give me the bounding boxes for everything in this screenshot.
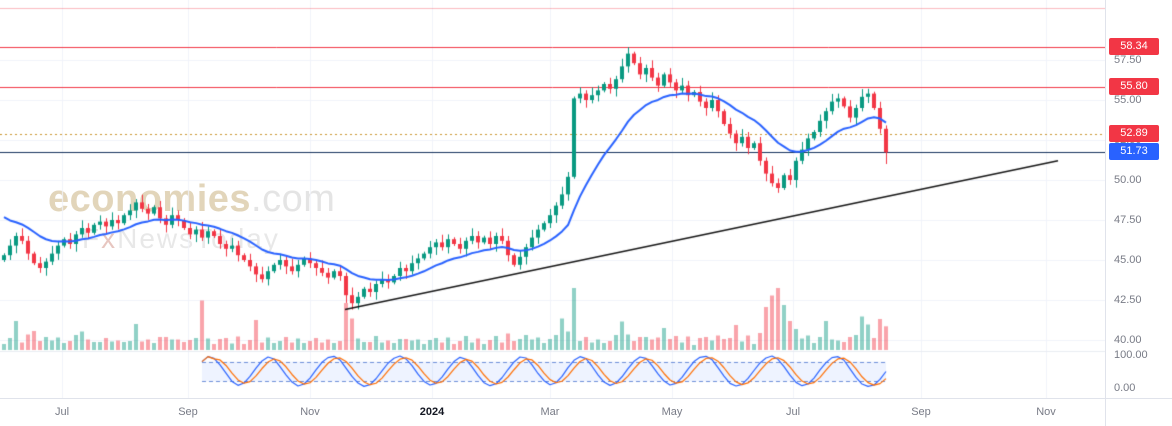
oscillator-tick-label: 100.00 xyxy=(1114,349,1148,361)
time-tick-label: Nov xyxy=(300,406,320,418)
time-tick-label: May xyxy=(661,406,683,418)
axis-corner xyxy=(1105,398,1172,426)
time-tick-label: Jul xyxy=(785,406,801,418)
price-tick-label: 55.00 xyxy=(1114,94,1142,106)
price-level-badge: 55.80 xyxy=(1109,78,1159,95)
time-tick-label: Mar xyxy=(540,406,560,418)
price-chart-canvas[interactable] xyxy=(0,0,1105,398)
price-tick-label: 50.00 xyxy=(1114,174,1142,186)
time-tick-label: Nov xyxy=(1036,406,1056,418)
time-axis[interactable]: Jul Sep Nov 2024 Mar May Jul Sep Nov xyxy=(0,398,1105,426)
time-tick-label: Sep xyxy=(178,406,198,418)
price-level-badge: 58.34 xyxy=(1109,38,1159,55)
price-axis[interactable]: 57.5055.0052.5050.0047.5045.0042.5040.00… xyxy=(1105,0,1172,398)
price-tick-label: 42.50 xyxy=(1114,294,1142,306)
price-tick-label: 57.50 xyxy=(1114,54,1142,66)
price-tick-label: 45.00 xyxy=(1114,254,1142,266)
time-tick-label: Sep xyxy=(911,406,931,418)
price-level-badge: 52.89 xyxy=(1109,125,1159,142)
time-tick-label: 2024 xyxy=(419,406,445,418)
price-level-badge: 51.73 xyxy=(1109,143,1159,160)
price-tick-label: 47.50 xyxy=(1114,214,1142,226)
oscillator-tick-label: 0.00 xyxy=(1114,382,1136,394)
price-tick-label: 40.00 xyxy=(1114,334,1142,346)
time-tick-label: Jul xyxy=(54,406,70,418)
